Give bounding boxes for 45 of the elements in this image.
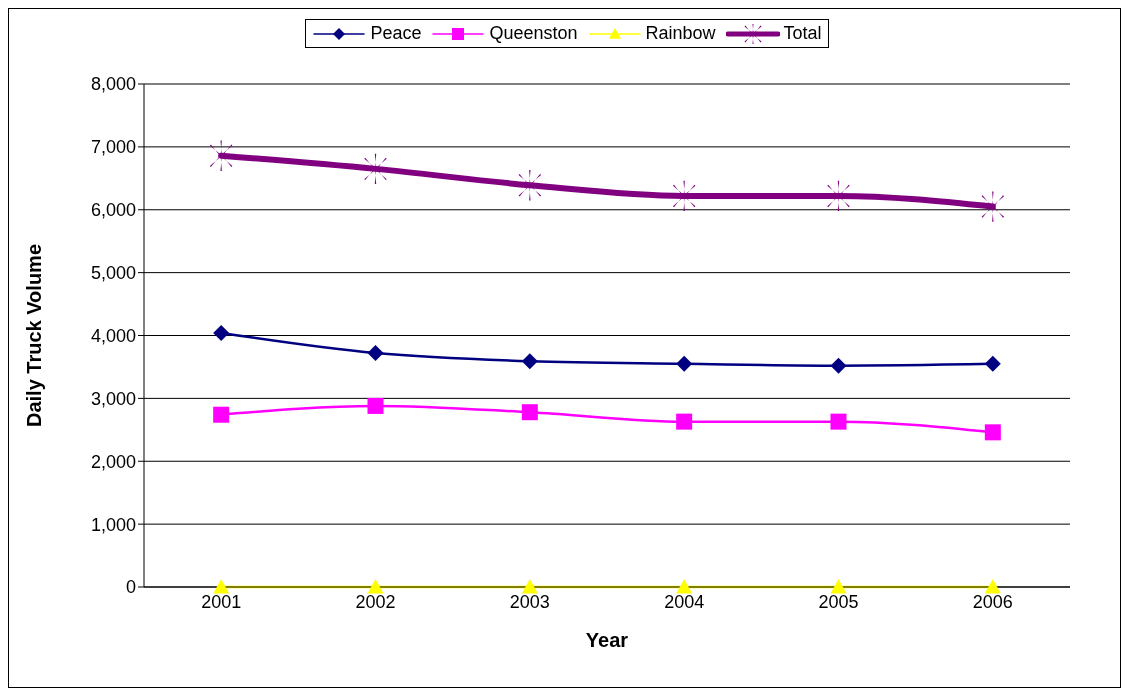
point (672, 180, 696, 212)
legend-label: Total (783, 23, 822, 44)
point (209, 140, 233, 171)
x-tick-label: 2003 (509, 591, 550, 612)
point (518, 170, 542, 201)
point (521, 579, 538, 594)
x-tick-label: 2001 (201, 591, 242, 612)
point (984, 579, 1001, 594)
legend-label: Queenston (489, 23, 578, 44)
y-tick-label: 7,000 (90, 137, 136, 158)
y-tick-label: 5,000 (90, 263, 136, 284)
point (981, 191, 1005, 222)
point (827, 180, 850, 212)
y-tick-label: 4,000 (90, 325, 136, 346)
point (364, 153, 387, 185)
point (521, 404, 538, 421)
point (521, 353, 538, 370)
point (213, 324, 230, 341)
point (984, 424, 1001, 441)
point (676, 355, 693, 372)
y-tick-label: 1,000 (90, 514, 136, 535)
x-tick-label: 2002 (355, 591, 396, 612)
y-axis-title: Daily Truck Volume (23, 243, 46, 428)
x-tick-label: 2004 (664, 591, 705, 612)
x-axis-title: Year (585, 629, 629, 651)
legend-label: Peace (370, 23, 422, 44)
point (213, 579, 230, 594)
point (367, 579, 384, 594)
point (367, 397, 384, 414)
x-tick-label: 2005 (818, 591, 859, 612)
legend-label: Rainbow (645, 23, 716, 44)
point (984, 355, 1001, 372)
point (213, 406, 230, 423)
y-tick-label: 2,000 (90, 451, 136, 472)
point (367, 345, 384, 362)
point (676, 413, 693, 430)
y-tick-label: 6,000 (90, 200, 136, 221)
y-tick-label: 8,000 (90, 74, 136, 95)
x-tick-label: 2006 (972, 591, 1013, 612)
y-tick-label: 3,000 (90, 388, 136, 409)
y-tick-label: 0 (125, 577, 136, 598)
point (830, 357, 847, 374)
point (676, 579, 693, 594)
point (830, 413, 847, 430)
point (830, 579, 847, 594)
